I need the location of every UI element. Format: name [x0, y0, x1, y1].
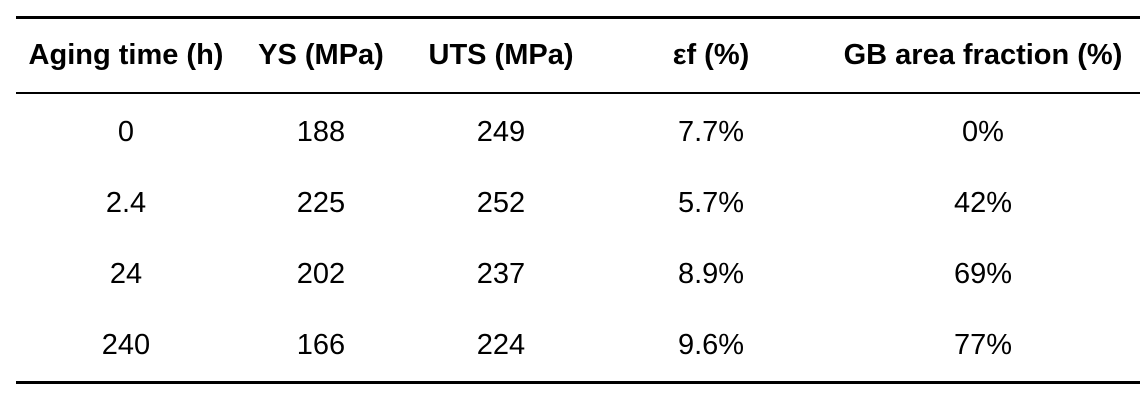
cell-uts: 252 — [476, 187, 526, 219]
cell-ys: 166 — [296, 329, 346, 361]
cell-aging-time: 2.4 — [105, 187, 147, 219]
header-elongation: εf (%) — [672, 39, 750, 71]
header-gb-area-fraction: GB area fraction (%) — [843, 39, 1123, 71]
cell-aging-time: 24 — [109, 258, 143, 290]
header-rule — [16, 92, 1140, 94]
cell-gb-area-fraction: 42% — [953, 187, 1013, 219]
cell-gb-area-fraction: 69% — [953, 258, 1013, 290]
cell-aging-time: 240 — [101, 329, 151, 361]
bottom-rule — [16, 381, 1140, 384]
data-table: Aging time (h) YS (MPa) UTS (MPa) εf (%)… — [16, 16, 1140, 384]
cell-uts: 249 — [476, 116, 526, 148]
table-row: 2.4 225 252 5.7% 42% — [16, 168, 1140, 239]
cell-uts: 237 — [476, 258, 526, 290]
header-aging-time: Aging time (h) — [28, 39, 224, 71]
cell-ys: 225 — [296, 187, 346, 219]
cell-elongation: 5.7% — [677, 187, 745, 219]
table-row: 0 188 249 7.7% 0% — [16, 97, 1140, 168]
cell-gb-area-fraction: 0% — [962, 116, 1004, 148]
table-row: 24 202 237 8.9% 69% — [16, 239, 1140, 310]
cell-uts: 224 — [476, 329, 526, 361]
top-rule — [16, 16, 1140, 19]
header-row: Aging time (h) YS (MPa) UTS (MPa) εf (%)… — [16, 19, 1140, 92]
cell-aging-time: 0 — [117, 116, 135, 148]
cell-gb-area-fraction: 77% — [953, 329, 1013, 361]
cell-elongation: 9.6% — [677, 329, 745, 361]
cell-elongation: 7.7% — [677, 116, 745, 148]
cell-ys: 188 — [296, 116, 346, 148]
cell-elongation: 8.9% — [677, 258, 745, 290]
header-ys: YS (MPa) — [258, 39, 384, 71]
table-row: 240 166 224 9.6% 77% — [16, 310, 1140, 381]
header-uts: UTS (MPa) — [428, 39, 574, 71]
cell-ys: 202 — [296, 258, 346, 290]
